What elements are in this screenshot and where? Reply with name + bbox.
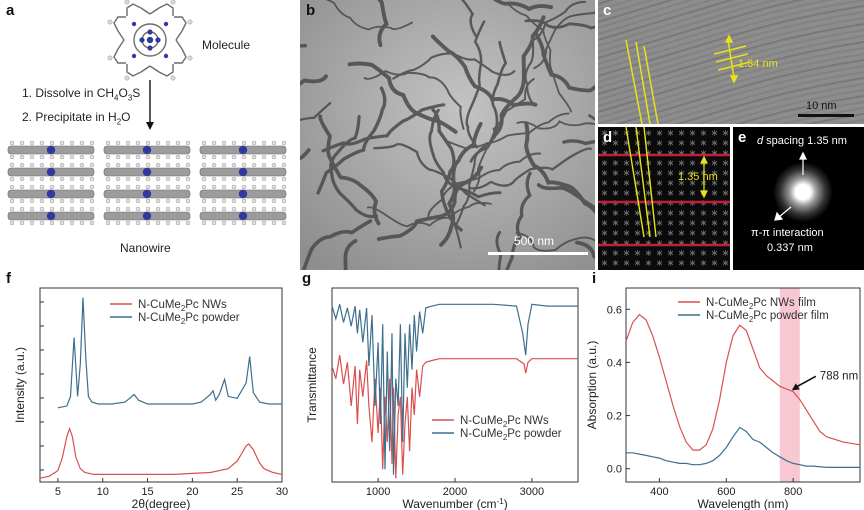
panel-d-spacing-label: 1.35 nm bbox=[678, 171, 718, 183]
g-series-1 bbox=[331, 303, 578, 475]
i-series-1 bbox=[626, 426, 860, 468]
panel-e-pi-label: π-π interaction bbox=[751, 227, 824, 239]
f-xtick-label-1: 10 bbox=[97, 486, 109, 498]
panel-i-absorption-chart: 400 600 800 0.0 0.2 0.4 0.6 Wavelength (nm) Abso… bbox=[586, 287, 861, 510]
g-legend-label-0: N-CuMe2Pc NWs bbox=[460, 415, 549, 429]
panel-c-spacing-label: 1.34 nm bbox=[738, 58, 778, 70]
i-frame bbox=[625, 287, 861, 483]
lattice-spacing-arrow bbox=[700, 155, 708, 199]
f-series-1 bbox=[57, 297, 282, 409]
g-xtick-label-1: 2000 bbox=[443, 486, 467, 498]
f-xlabel: 2θ(degree) bbox=[132, 497, 191, 510]
nanowire-label: Nanowire bbox=[120, 241, 171, 255]
lattice-red-planes bbox=[598, 153, 730, 247]
projection-lines-d bbox=[625, 127, 657, 238]
f-xtick-label-3: 20 bbox=[186, 486, 198, 498]
f-xtick-label-5: 30 bbox=[276, 486, 288, 498]
i-ytick-label-2: 0.4 bbox=[607, 357, 622, 369]
panel-e-letter: e bbox=[738, 129, 747, 146]
f-series-0 bbox=[39, 426, 283, 479]
f-legend-label-1: N-CuMe2Pc powder bbox=[138, 312, 240, 326]
i-series-0 bbox=[625, 313, 861, 451]
step-1-text: 1. Dissolve in CH4O3S bbox=[22, 86, 141, 103]
panel-c-scale-label: 10 nm bbox=[806, 100, 837, 112]
g-xtick-label-2: 3000 bbox=[520, 486, 544, 498]
panel-c-scale-bar bbox=[798, 114, 854, 117]
f-xtick-label-4: 25 bbox=[231, 486, 243, 498]
i-ytick-label-1: 0.2 bbox=[607, 411, 622, 423]
phthalocyanine-molecule bbox=[107, 0, 193, 81]
panel-g-letter: g bbox=[302, 270, 312, 287]
projection-lines-c bbox=[625, 39, 659, 124]
panel-d-lattice-model: d 1.35 nm bbox=[598, 127, 730, 270]
panel-a-illustration bbox=[7, 0, 287, 226]
i-ytick-label-3: 0.6 bbox=[607, 304, 622, 316]
i-highlight-band bbox=[779, 288, 800, 482]
panel-b-tem-image: b 500 nm bbox=[300, 0, 595, 270]
panel-c-letter: c bbox=[603, 2, 612, 19]
g-series-0 bbox=[331, 355, 578, 479]
g-xtick-label-0: 1000 bbox=[366, 486, 390, 498]
panel-a-letter: a bbox=[6, 2, 15, 19]
i-ylabel: Absorption (a.u.) bbox=[586, 341, 599, 430]
g-legend-label-1: N-CuMe2Pc powder bbox=[460, 428, 562, 442]
panel-f-xrd-chart: 5 10 15 20 25 30 2θ(degree) Intensity (a.u.) N-C… bbox=[13, 287, 288, 510]
panel-b-letter: b bbox=[306, 2, 316, 19]
f-xtick-label-0: 5 bbox=[55, 486, 61, 498]
f-ylabel: Intensity (a.u.) bbox=[13, 347, 27, 423]
panel-e-pi-value: 0.337 nm bbox=[767, 242, 813, 254]
hrtem-fringes bbox=[598, 0, 864, 124]
g-xlabel: Wavenumber (cm-1) bbox=[402, 497, 507, 510]
tem-nanowires bbox=[300, 0, 595, 270]
f-legend-label-0: N-CuMe2Pc NWs bbox=[138, 299, 227, 313]
f-frame bbox=[39, 287, 283, 483]
g-frame bbox=[331, 287, 579, 483]
panel-e-d-spacing-label: d spacing 1.35 nm bbox=[757, 135, 847, 147]
panel-d-letter: d bbox=[603, 129, 613, 146]
panel-g-ftir-chart: 1000 2000 3000 Wavenumber (cm-1) Transmittan… bbox=[305, 287, 579, 510]
g-ylabel: Transmittance bbox=[305, 347, 319, 423]
panel-e-diffraction: e d spacing 1.35 nm π-π interaction 0.33… bbox=[733, 127, 864, 270]
lattice-grid bbox=[598, 127, 730, 266]
i-annotation-label: 788 nm bbox=[820, 370, 858, 382]
i-xtick-label-1: 600 bbox=[717, 486, 735, 498]
panel-b-scale-bar bbox=[488, 252, 588, 255]
molecule-label: Molecule bbox=[202, 38, 251, 52]
i-xlabel: Wavelength (nm) bbox=[698, 497, 789, 510]
i-legend-label-0: N-CuMe2Pc NWs film bbox=[706, 297, 816, 311]
f-xtick-label-2: 15 bbox=[141, 486, 153, 498]
i-ytick-label-0: 0.0 bbox=[607, 464, 622, 476]
diffraction-pattern bbox=[773, 151, 833, 222]
i-xtick-label-0: 400 bbox=[650, 486, 668, 498]
panel-b-scale-label: 500 nm bbox=[514, 234, 555, 248]
fringe-markers bbox=[713, 34, 751, 84]
step-2-text: 2. Precipitate in H2O bbox=[22, 110, 131, 127]
nanowire-stack bbox=[7, 140, 287, 226]
panel-i-letter: i bbox=[592, 270, 597, 287]
panel-f-letter: f bbox=[6, 270, 11, 287]
i-legend-label-1: N-CuMe2Pc powder film bbox=[706, 310, 829, 324]
i-xtick-label-2: 800 bbox=[784, 486, 802, 498]
diffraction-arrows bbox=[774, 151, 807, 221]
panel-c-hrtem-image: c 1.34 nm 10 nm bbox=[598, 0, 864, 124]
